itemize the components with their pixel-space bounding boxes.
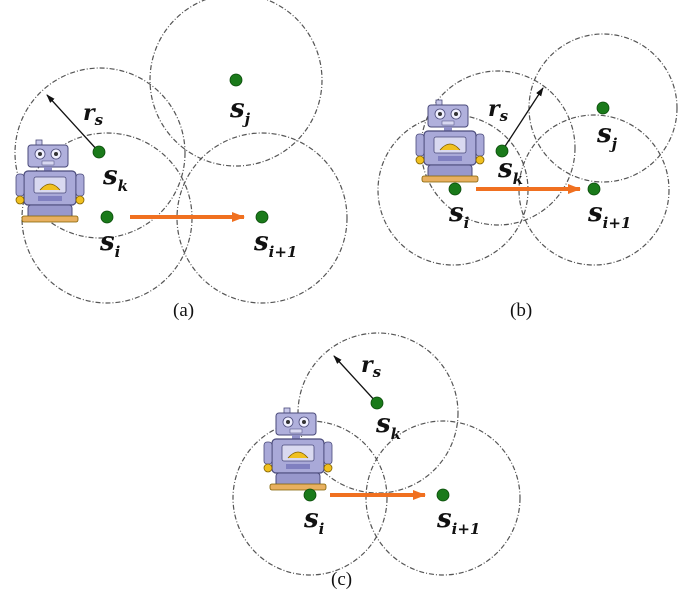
sensor-label-sk: sk <box>102 161 128 195</box>
sensor-node-sk <box>370 396 384 410</box>
panel-caption-b: (b) <box>510 300 532 321</box>
sensor-node-si <box>448 182 462 196</box>
sensor-node-si1 <box>255 210 269 224</box>
sensor-node-sj <box>596 101 610 115</box>
sensor-node-sk <box>92 145 106 159</box>
robot-icon <box>15 139 85 223</box>
panel-b: rs sk sj si si+1 (b) <box>377 33 678 321</box>
sensor-node-sk <box>495 144 509 158</box>
sensor-label-si1: si+1 <box>253 227 297 261</box>
sensor-label-si: si <box>448 198 470 232</box>
panel-caption-a: (a) <box>173 300 194 321</box>
sensing-radius-arrow <box>333 355 378 404</box>
sensing-radius-arrow <box>501 87 544 152</box>
sensor-label-si1: si+1 <box>587 198 631 232</box>
panel-caption-c: (c) <box>331 569 352 590</box>
sensor-label-sj: sj <box>229 94 251 128</box>
sensor-node-si <box>100 210 114 224</box>
sensor-label-si1: si+1 <box>436 504 480 538</box>
range-circle-si1 <box>176 132 348 304</box>
sensor-node-sj <box>229 73 243 87</box>
panel-c: rs sk si si+1 (c) <box>232 332 521 590</box>
sensing-radius-label: rs <box>83 100 104 129</box>
sensor-label-si: si <box>99 227 121 261</box>
range-circle-si1 <box>518 114 670 266</box>
range-circle-sk <box>14 67 186 239</box>
range-circle-si1 <box>365 420 521 576</box>
sensing-radius-arrow <box>46 94 100 153</box>
sensor-label-sk: sk <box>375 409 401 443</box>
range-circle-sj <box>149 0 323 167</box>
panel-a: rs sk sj si si+1 (a) <box>14 0 348 321</box>
sensor-label-si: si <box>303 504 325 538</box>
sensor-node-si1 <box>587 182 601 196</box>
range-circle-sj <box>528 33 678 183</box>
sensor-label-sj: sj <box>596 119 618 153</box>
sensor-node-si1 <box>436 488 450 502</box>
robot-icon <box>263 407 333 491</box>
sensor-node-si <box>303 488 317 502</box>
sensing-radius-label: rs <box>361 352 382 381</box>
robot-icon <box>415 99 485 183</box>
sensing-radius-label: rs <box>488 96 509 125</box>
sensor-label-sk: sk <box>497 154 523 188</box>
